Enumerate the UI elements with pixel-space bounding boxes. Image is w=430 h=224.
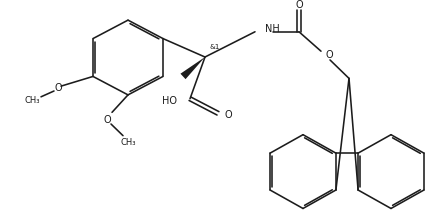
Text: O: O (325, 50, 333, 60)
Text: O: O (295, 0, 302, 10)
Text: NH: NH (264, 24, 279, 34)
Text: CH₃: CH₃ (120, 138, 135, 147)
Text: &1: &1 (209, 44, 220, 50)
Text: O: O (224, 110, 232, 120)
Text: HO: HO (162, 96, 177, 106)
Text: O: O (103, 115, 111, 125)
Polygon shape (180, 57, 205, 79)
Text: CH₃: CH₃ (24, 96, 40, 105)
Text: O: O (54, 83, 61, 93)
